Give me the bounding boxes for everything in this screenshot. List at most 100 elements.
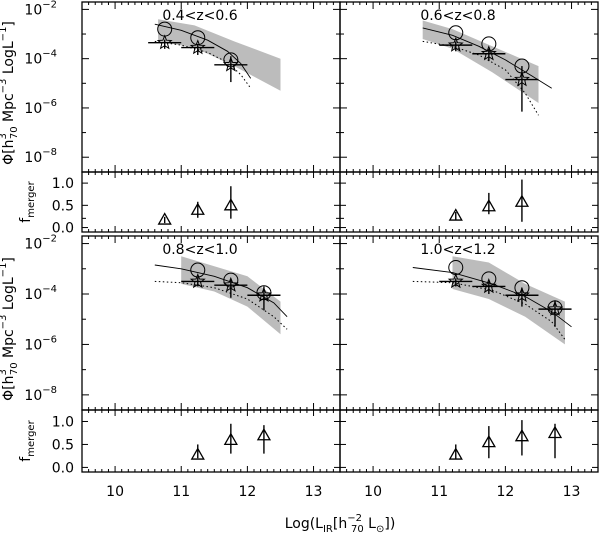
- lf-y-tick-base: 10: [24, 337, 42, 353]
- x-tick-label: 13: [563, 484, 581, 500]
- panel-2-merger-frame: [339, 171, 599, 233]
- phi-log: LogL: [1, 277, 17, 314]
- panel-2-merger-fraction-triangle: [514, 194, 530, 207]
- panel-1-merger-lf-star: [189, 39, 206, 55]
- panel-1-merger-lf-star: [156, 34, 173, 50]
- x-title-close: ]): [384, 516, 395, 532]
- lf-y-tick-base: 10: [24, 52, 42, 68]
- panel-4-merger-lf-star: [447, 272, 464, 289]
- panel-3-merger-lf-star: [222, 276, 239, 292]
- lf-y-tick-base: 10: [24, 150, 42, 166]
- lf-y-tick-base: 10: [24, 2, 42, 18]
- x-title-ir: IR: [323, 524, 333, 535]
- phi-mpc: Mpc: [1, 329, 17, 362]
- lf-y-tick-label: 10−6: [24, 98, 57, 117]
- lf-y-tick-label: 10−4: [24, 284, 57, 303]
- panel-3-merger-lf-star: [189, 272, 206, 289]
- panel-2-uncertainty-band: [422, 20, 539, 103]
- lf-y-tick-exponent: −2: [42, 234, 57, 245]
- panel-2-merger-lf-star: [480, 45, 497, 61]
- phi-mpc: Mpc: [1, 93, 17, 126]
- panel-4-merger-fraction-triangle: [481, 434, 496, 448]
- lf-y-tick-label: 10−2: [24, 0, 57, 18]
- panel-3: 0.8<z<1.010−210−410−610−80.00.51.0fmerge…: [0, 217, 341, 500]
- panel-3-lf-frame: [81, 235, 341, 411]
- lf-y-tick-base: 10: [24, 287, 42, 303]
- phi-h-sup: 3: [0, 133, 9, 139]
- lf-y-tick-label: 10−4: [24, 49, 57, 68]
- panel-1-model-dotted-line: [154, 40, 252, 89]
- phi-log: LogL: [1, 41, 17, 78]
- panel-1-merger-lf-star: [222, 56, 239, 72]
- lf-y-tick-exponent: −4: [42, 49, 57, 60]
- panel-1-lf-frame: [81, 1, 341, 173]
- merger-y-tick-label: 0.5: [52, 437, 74, 453]
- lf-y-axis-title: Φ[h370 Mpc−3 LogL−1]: [0, 21, 20, 165]
- panel-3-redshift-label: 0.8<z<1.0: [162, 242, 237, 258]
- lf-y-tick-base: 10: [24, 101, 42, 117]
- panel-4-merger-fraction-triangle: [514, 428, 530, 442]
- panel-1-merger-frame: [81, 171, 341, 233]
- x-title-sub: 70: [351, 524, 364, 535]
- panel-4-merger-fraction-triangle: [547, 425, 563, 439]
- x-tick-label: 12: [238, 484, 256, 500]
- panel-1-redshift-label: 0.4<z<0.6: [162, 8, 237, 24]
- lf-y-tick-exponent: −8: [42, 147, 57, 158]
- panel-1-merger-fraction-triangle: [223, 198, 238, 211]
- panel-2-total-lf-circle: [448, 25, 464, 41]
- phi-mpc-sup: −3: [0, 315, 9, 330]
- x-tick-label: 11: [430, 484, 448, 500]
- panel-2-merger-fraction-triangle: [448, 208, 463, 221]
- panel-2-redshift-label: 0.6<z<0.8: [420, 8, 495, 24]
- phi-close: ]: [1, 21, 17, 26]
- lf-y-tick-label: 10−8: [24, 385, 57, 404]
- merger-y-axis-title: fmerger: [18, 419, 37, 461]
- phi-log-sup: −1: [0, 27, 9, 42]
- panel-2-merger-lf-star: [447, 36, 464, 52]
- x-axis-title: Log(LIR[h−2 70 L⊙]): [285, 513, 396, 535]
- panel-4-model-dotted-line: [412, 280, 566, 340]
- panel-1-merger-fraction-triangle: [157, 212, 172, 225]
- merger-y-axis-sub: merger: [26, 419, 37, 456]
- phi-h-sup: 3: [0, 369, 9, 375]
- phi-h-sub: 70: [9, 126, 20, 139]
- panel-1-uncertainty-band: [158, 19, 281, 91]
- lf-y-tick-base: 10: [24, 388, 42, 404]
- lf-y-tick-exponent: −6: [42, 334, 57, 345]
- lf-y-tick-label: 10−8: [24, 147, 57, 166]
- panel-2-lf-plot: [422, 20, 552, 116]
- x-title-sun: ⊙: [376, 524, 384, 535]
- x-title-prefix: Log(L: [285, 516, 323, 532]
- merger-y-axis-sub: merger: [26, 180, 37, 217]
- panel-4-merger-lf-star: [546, 300, 564, 316]
- x-tick-label: 10: [106, 484, 124, 500]
- x-tick-label: 10: [364, 484, 382, 500]
- x-tick-label: 11: [172, 484, 190, 500]
- panel-3-merger-fraction-triangle: [190, 447, 205, 460]
- lf-y-tick-exponent: −6: [42, 98, 57, 109]
- phi-mpc-sup: −3: [0, 79, 9, 94]
- panel-3-merger-lf-star: [255, 286, 272, 303]
- panel-1-merger-fraction-triangle: [190, 202, 205, 215]
- panel-4-merger-frame: [339, 409, 599, 473]
- x-tick-label: 12: [496, 484, 514, 500]
- lf-y-tick-exponent: −2: [42, 0, 57, 10]
- merger-y-tick-label: 0.5: [52, 198, 74, 214]
- panel-4-lf-plot: [412, 256, 572, 345]
- merger-y-axis-title: fmerger: [18, 180, 37, 222]
- panel-4-merger-lf-star: [513, 286, 530, 303]
- phi-log-sup: −1: [0, 263, 9, 278]
- panel-3-merger-frame: [81, 409, 341, 473]
- panel-3-merger-fraction-triangle: [223, 432, 238, 446]
- lf-y-tick-label: 10−6: [24, 334, 57, 353]
- lf-y-tick-exponent: −4: [42, 284, 57, 295]
- panel-2-lf-frame: [339, 1, 599, 173]
- panel-2: 0.6<z<0.8: [339, 1, 599, 233]
- panel-4: 1.0<z<1.2 10 11 12 13: [339, 217, 599, 500]
- panel-4-merger-fraction-triangle: [448, 447, 463, 460]
- panel-4-merger-lf-star: [480, 277, 497, 294]
- panel-4-uncertainty-band: [452, 256, 565, 345]
- phi-close: ]: [1, 257, 17, 262]
- panel-2-merger-lf-star: [513, 71, 530, 87]
